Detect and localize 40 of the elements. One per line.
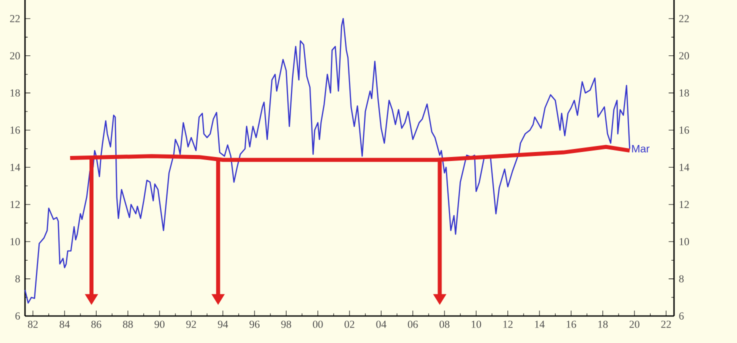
x-tick-label: 04: [376, 320, 386, 328]
x-tick-label: 98: [281, 320, 292, 328]
y2-tick-label: 22: [679, 15, 689, 22]
y2-tick-label: 8: [679, 275, 684, 282]
x-tick-label: 92: [186, 320, 196, 328]
x-tick-label: 88: [122, 320, 133, 328]
annotation: Mar: [632, 144, 650, 152]
x-tick-label: 82: [28, 320, 38, 328]
y2-tick-label: 16: [680, 126, 690, 134]
x-tick-label: 06: [408, 320, 418, 328]
x-tick-label: 86: [91, 320, 102, 328]
x-tick-label: 00: [312, 320, 323, 328]
x-tick-label: 08: [440, 320, 450, 328]
x-tick-label: 02: [344, 320, 354, 328]
x-tick-label: 20: [630, 320, 640, 328]
y-tick-label: 16: [10, 126, 20, 134]
y2-tick-label: 10: [680, 238, 689, 246]
x-tick-label: 22: [661, 320, 671, 328]
x-tick-label: 18: [598, 320, 608, 328]
x-tick-label: 12: [503, 320, 513, 328]
x-tick-label: 96: [250, 320, 260, 328]
y2-tick-label: 14: [680, 164, 690, 171]
y-tick-label: 14: [10, 164, 20, 171]
y-tick-label: 20: [10, 52, 20, 60]
x-tick-label: 10: [472, 320, 482, 328]
x-tick-label: 16: [566, 320, 576, 328]
y-tick-label: 6: [15, 312, 20, 320]
x-tick-label: 14: [535, 320, 545, 328]
y-tick-label: 12: [10, 200, 20, 208]
x-tick-label: 90: [154, 320, 164, 328]
y2-tick-label: 12: [680, 200, 689, 208]
x-tick-label: 84: [60, 320, 70, 328]
y2-tick-label: 6: [679, 312, 684, 320]
y-tick-label: 18: [10, 89, 20, 97]
y2-tick-label: 20: [679, 52, 689, 60]
y-tick-label: 22: [10, 15, 20, 22]
y-tick-label: 10: [10, 238, 20, 246]
y2-tick-label: 18: [680, 89, 689, 97]
y-tick-label: 8: [15, 275, 20, 282]
x-tick-label: 94: [218, 320, 228, 328]
